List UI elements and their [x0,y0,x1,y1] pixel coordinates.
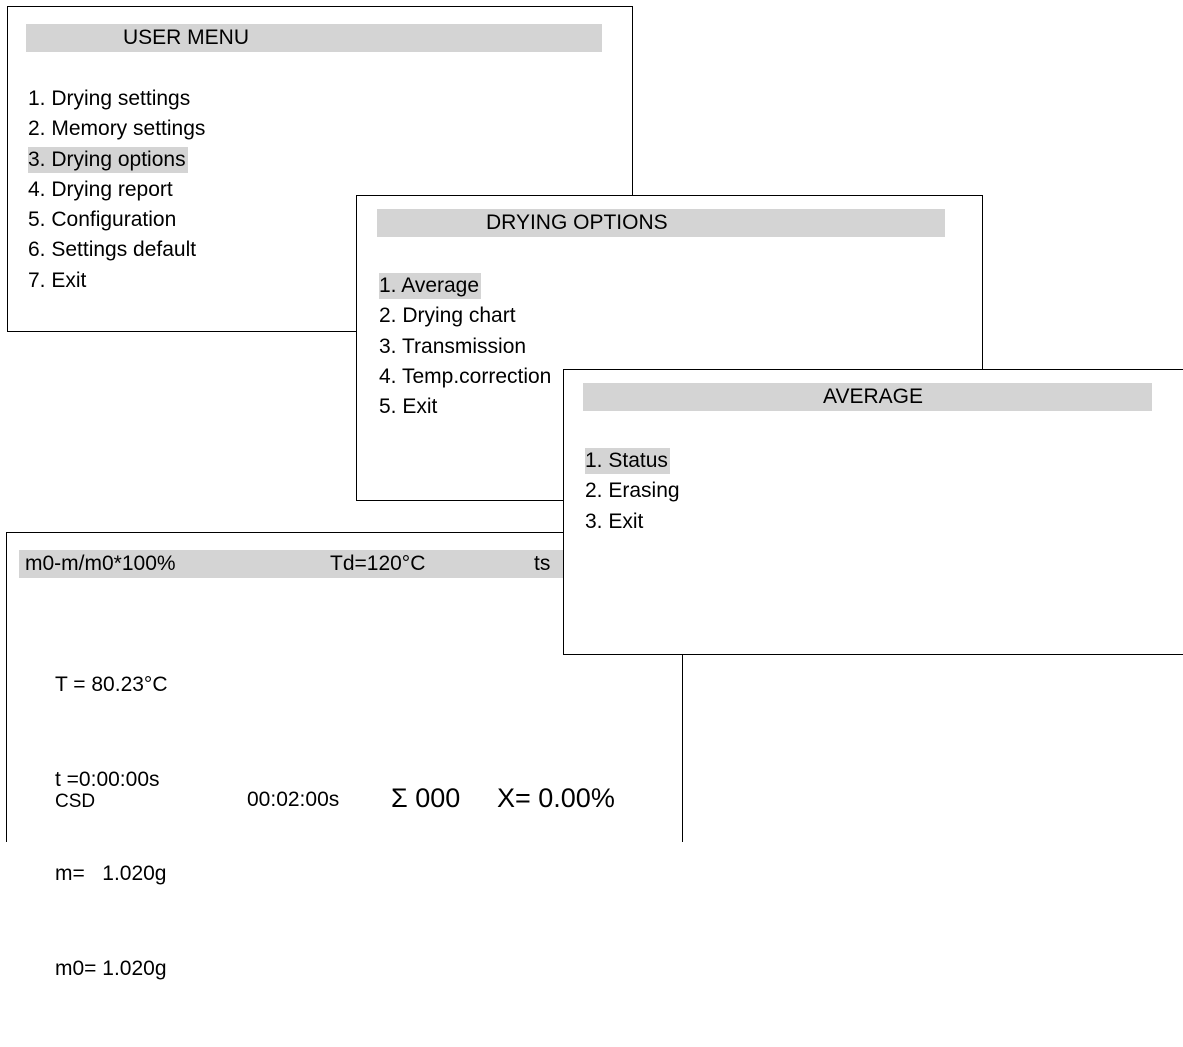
user-menu-item-exit[interactable]: 7. Exit [28,266,207,296]
drying-options-item-drying-chart[interactable]: 2. Drying chart [379,301,553,331]
menu-item-label: 7. Exit [28,268,87,292]
user-menu-list: 1. Drying settings 2. Memory settings 3.… [28,84,207,296]
menu-item-label: 6. Settings default [28,238,197,262]
menu-item-label: 5. Exit [379,395,438,419]
menu-item-label: 1. Drying settings [28,87,191,110]
average-list: 1. Status 2. Erasing 3. Exit [585,446,682,537]
average-item-erasing[interactable]: 2. Erasing [585,476,682,506]
menu-item-label: 5. Configuration [28,208,177,232]
user-menu-item-drying-report[interactable]: 4. Drying report [28,175,207,205]
time-reading: t =0:00:00s [55,767,160,791]
drying-options-list: 1. Average 2. Drying chart 3. Transmissi… [379,271,553,422]
menu-item-label: 1. Average [379,273,482,299]
menu-item-label: 4. Drying report [28,177,173,201]
average-item-status[interactable]: 1. Status [585,446,682,476]
elapsed-time: 00:02:00s [247,788,340,811]
mass-reading: m= 1.020g [55,862,167,885]
user-menu-title: USER MENU [123,26,250,49]
menu-item-label: 2. Memory settings [28,117,206,141]
average-window: AVERAGE 1. Status 2. Erasing 3. Exit [563,369,1183,655]
drying-options-item-average[interactable]: 1. Average [379,271,553,301]
menu-item-label: 3. Transmission [379,334,527,358]
user-menu-title-bar: USER MENU [26,24,602,52]
menu-item-label: 3. Drying options [28,146,188,173]
drying-screen: m0-m/m0*100% Td=120°C ts T = 80.23°C t =… [6,532,684,980]
menu-item-label: 2. Drying chart [379,304,516,328]
average-title-bar: AVERAGE [583,383,1152,411]
drying-options-title-bar: DRYING OPTIONS [377,209,945,237]
drying-options-title: DRYING OPTIONS [486,211,668,234]
average-item-exit[interactable]: 3. Exit [585,507,682,537]
drying-readings: T = 80.23°C t =0:00:00s m= 1.020g m0= 1.… [55,606,168,1047]
drying-temperature-setting: Td=120°C [330,552,426,575]
user-menu-item-settings-default[interactable]: 6. Settings default [28,235,207,265]
menu-item-label: 3. Exit [585,509,644,533]
user-menu-item-memory-settings[interactable]: 2. Memory settings [28,114,207,144]
menu-item-label: 4. Temp.correction [379,364,552,388]
drying-screen-header: m0-m/m0*100% Td=120°C ts [19,550,639,578]
user-menu-item-drying-options[interactable]: 3. Drying options [28,145,207,175]
drying-mode: CSD [55,791,96,812]
user-menu-item-configuration[interactable]: 5. Configuration [28,205,207,235]
temperature-reading: T = 80.23°C [55,673,168,696]
time-setting: ts [534,552,551,575]
drying-formula: m0-m/m0*100% [25,552,176,575]
drying-status-row: CSD 00:02:00s Σ 000 X= 0.00% [7,783,684,823]
drying-options-item-temp-correction[interactable]: 4. Temp.correction [379,362,553,392]
drying-options-item-transmission[interactable]: 3. Transmission [379,332,553,362]
user-menu-item-drying-settings[interactable]: 1. Drying settings [28,84,207,114]
menu-item-label: 1. Status [585,448,670,474]
menu-item-label: 2. Erasing [585,479,680,503]
average-title: AVERAGE [823,385,923,408]
initial-mass-reading: m0= 1.020g [55,956,167,980]
result-value: X= 0.00% [497,783,615,813]
drying-options-item-exit[interactable]: 5. Exit [379,392,553,422]
sum-counter: Σ 000 [391,783,461,813]
user-menu-window: USER MENU 1. Drying settings 2. Memory s… [7,6,633,332]
